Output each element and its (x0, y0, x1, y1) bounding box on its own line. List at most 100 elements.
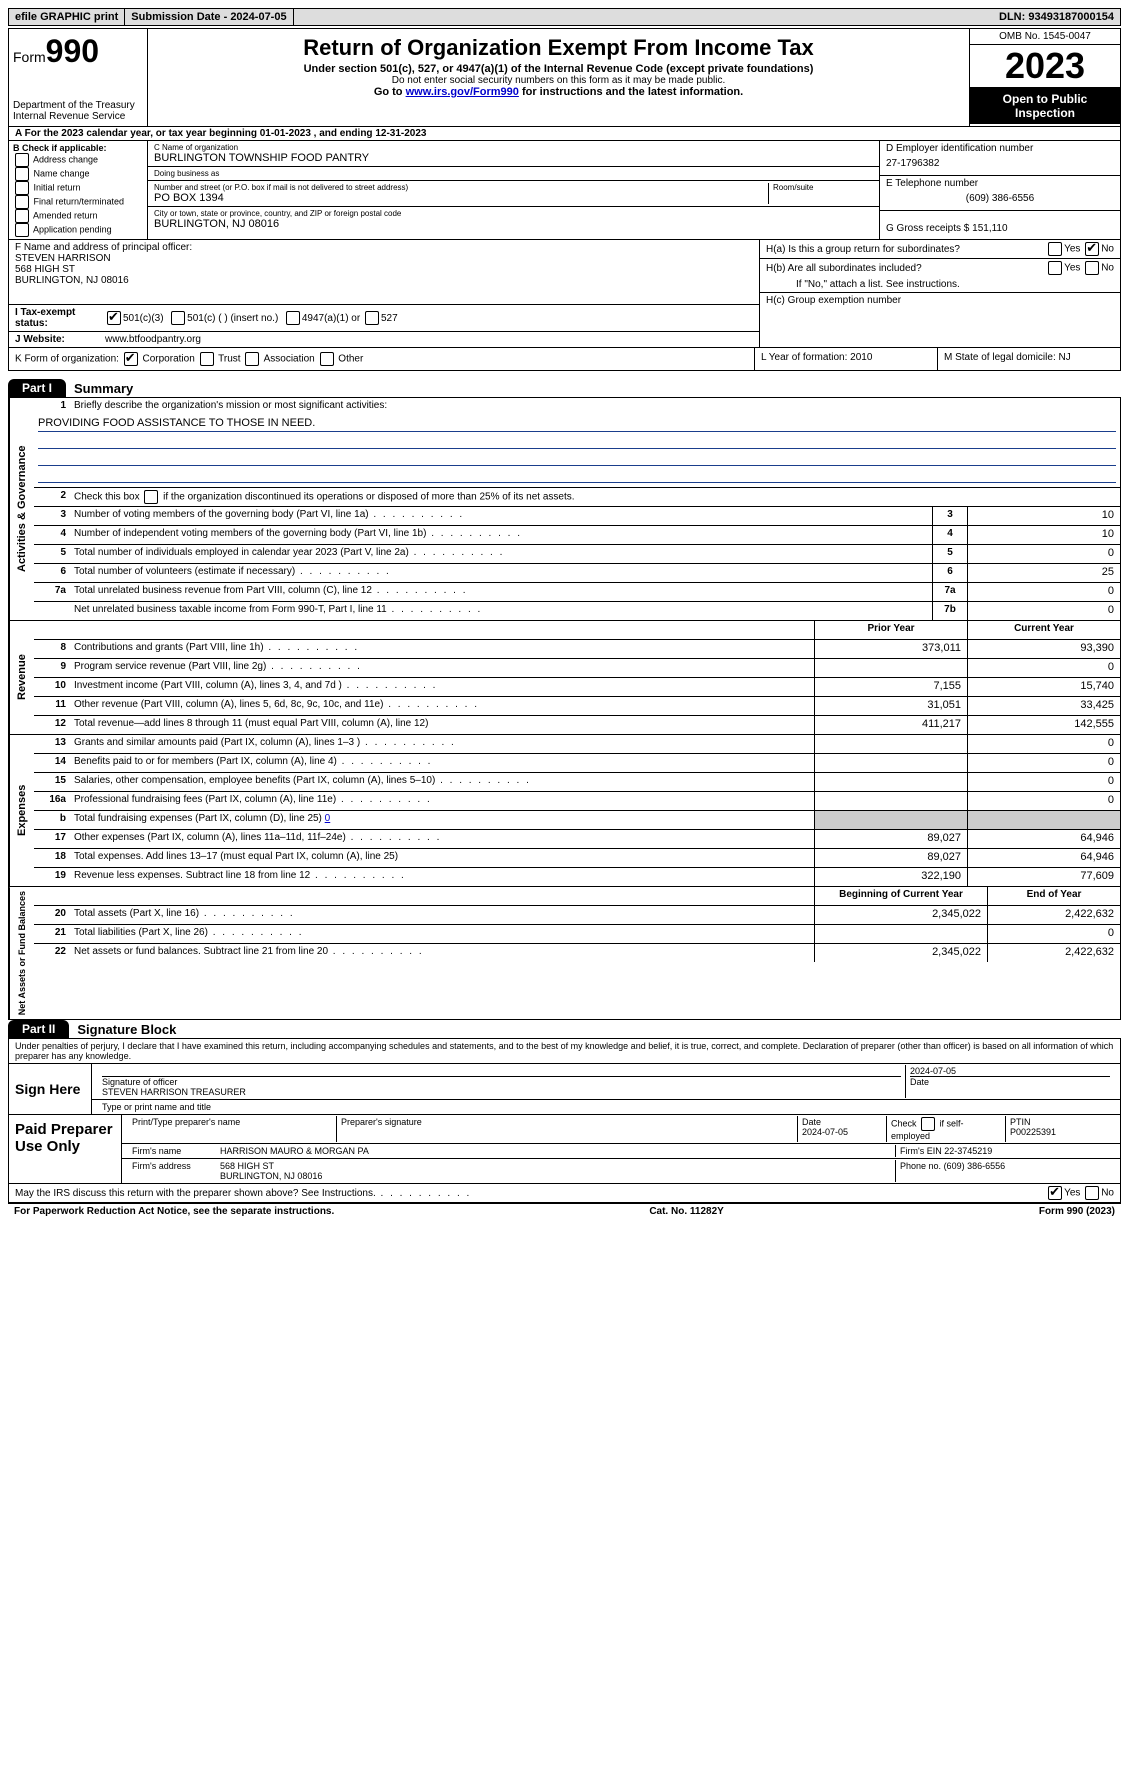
firm-name-lbl: Firm's name (128, 1145, 216, 1157)
c20: 2,422,632 (987, 906, 1120, 924)
opt-final-return[interactable]: Final return/terminated (13, 195, 143, 209)
city-cell: City or town, state or province, country… (148, 207, 879, 232)
gross-label: G Gross receipts $ (886, 223, 969, 234)
chk-other[interactable] (320, 352, 334, 366)
c17: 64,946 (967, 830, 1120, 848)
val5: 0 (967, 545, 1120, 563)
ptin: P00225391 (1010, 1127, 1110, 1137)
goto-post: for instructions and the latest informat… (519, 86, 743, 98)
exp-label: Expenses (9, 735, 34, 886)
discuss-yes[interactable] (1048, 1186, 1062, 1200)
mission-text: PROVIDING FOOD ASSISTANCE TO THOSE IN NE… (38, 417, 315, 429)
firm-addr1: 568 HIGH ST (220, 1161, 891, 1171)
c18: 64,946 (967, 849, 1120, 867)
line4: Number of independent voting members of … (70, 526, 932, 544)
p17: 89,027 (814, 830, 967, 848)
irs-link[interactable]: www.irs.gov/Form990 (406, 86, 519, 98)
form-org-label: K Form of organization: (15, 354, 119, 365)
preparer-block: Paid Preparer Use Only Print/Type prepar… (9, 1114, 1120, 1183)
dba-cell: Doing business as (148, 167, 879, 181)
row-a-tax-year: A For the 2023 calendar year, or tax yea… (8, 127, 1121, 141)
opt-app-pending[interactable]: Application pending (13, 223, 143, 237)
org-name: BURLINGTON TOWNSHIP FOOD PANTRY (154, 152, 873, 164)
dln: DLN: 93493187000154 (993, 9, 1120, 25)
sign-here-label: Sign Here (9, 1064, 92, 1114)
p9 (814, 659, 967, 677)
city-value: BURLINGTON, NJ 08016 (154, 218, 873, 230)
val6: 25 (967, 564, 1120, 582)
line14: Benefits paid to or for members (Part IX… (70, 754, 814, 772)
lh-right: H(a) Is this a group return for subordin… (760, 240, 1120, 347)
p15 (814, 773, 967, 791)
line10: Investment income (Part VIII, column (A)… (70, 678, 814, 696)
officer-label: F Name and address of principal officer: (15, 242, 192, 253)
part2-title: Signature Block (77, 1022, 176, 1037)
chk-501c3[interactable] (107, 311, 121, 325)
box-c: C Name of organization BURLINGTON TOWNSH… (148, 141, 879, 239)
line6: Total number of volunteers (estimate if … (70, 564, 932, 582)
c19: 77,609 (967, 868, 1120, 886)
hb-no[interactable] (1085, 261, 1099, 275)
chk-4947[interactable] (286, 311, 300, 325)
opt-initial-return[interactable]: Initial return (13, 181, 143, 195)
form-subtitle: Under section 501(c), 527, or 4947(a)(1)… (152, 63, 965, 75)
chk-discontinued[interactable] (144, 490, 158, 504)
cat-no: Cat. No. 11282Y (649, 1206, 723, 1217)
discuss-no[interactable] (1085, 1186, 1099, 1200)
chk-527[interactable] (365, 311, 379, 325)
website-label: J Website: (15, 334, 105, 345)
sig-date-lbl: Date (910, 1077, 1110, 1087)
dba-label: Doing business as (154, 169, 873, 178)
chk-assoc[interactable] (245, 352, 259, 366)
chk-501c[interactable] (171, 311, 185, 325)
c8: 93,390 (967, 640, 1120, 658)
ha-yes[interactable] (1048, 242, 1062, 256)
section-net-assets: Net Assets or Fund Balances Beginning of… (8, 887, 1121, 1020)
chk-corp[interactable] (124, 352, 138, 366)
form-header: Form990 Department of the Treasury Inter… (8, 28, 1121, 127)
room-label: Room/suite (773, 183, 873, 192)
firm-ein: 22-3745219 (944, 1146, 992, 1156)
tax-status-label: I Tax-exempt status: (15, 307, 105, 329)
header-left: Form990 Department of the Treasury Inter… (9, 29, 148, 126)
line17: Other expenses (Part IX, column (A), lin… (70, 830, 814, 848)
opt-name-change[interactable]: Name change (13, 167, 143, 181)
chk-self-emp[interactable] (921, 1117, 935, 1131)
opt-address-change[interactable]: Address change (13, 153, 143, 167)
firm-name: HARRISON MAURO & MORGAN PA (216, 1145, 896, 1157)
part2-tab: Part II (8, 1020, 69, 1038)
state-domicile: M State of legal domicile: NJ (938, 348, 1120, 370)
p16a (814, 792, 967, 810)
form-number: Form990 (13, 33, 143, 70)
line16b: Total fundraising expenses (Part IX, col… (70, 811, 814, 829)
c15: 0 (967, 773, 1120, 791)
year-formation: L Year of formation: 2010 (755, 348, 938, 370)
signature-block: Under penalties of perjury, I declare th… (8, 1039, 1121, 1184)
box-hb: H(b) Are all subordinates included? Yes … (760, 259, 1120, 277)
section-governance: Activities & Governance 1 Briefly descri… (8, 398, 1121, 621)
website-value: www.btfoodpantry.org (105, 334, 201, 345)
hdr-end: End of Year (987, 887, 1120, 905)
address-row: Number and street (or P.O. box if mail i… (148, 181, 879, 207)
submission-date: Submission Date - 2024-07-05 (125, 9, 293, 25)
header-right: OMB No. 1545-0047 2023 Open to Public In… (969, 29, 1120, 126)
form-label: Form (13, 49, 46, 65)
goto-note: Go to www.irs.gov/Form990 for instructio… (152, 86, 965, 98)
section-revenue: Revenue Prior YearCurrent Year 8Contribu… (8, 621, 1121, 735)
rev-label: Revenue (9, 621, 34, 734)
c21: 0 (987, 925, 1120, 943)
net-label: Net Assets or Fund Balances (9, 887, 34, 1019)
gov-label: Activities & Governance (9, 398, 34, 620)
c9: 0 (967, 659, 1120, 677)
hb-yes[interactable] (1048, 261, 1062, 275)
val3: 10 (967, 507, 1120, 525)
ha-no[interactable] (1085, 242, 1099, 256)
line19: Revenue less expenses. Subtract line 18 … (70, 868, 814, 886)
p19: 322,190 (814, 868, 967, 886)
chk-trust[interactable] (200, 352, 214, 366)
hc-label: H(c) Group exemption number (766, 295, 901, 306)
p10: 7,155 (814, 678, 967, 696)
officer-name: STEVEN HARRISON (15, 253, 111, 264)
type-name-lbl: Type or print name and title (98, 1101, 215, 1113)
opt-amended[interactable]: Amended return (13, 209, 143, 223)
